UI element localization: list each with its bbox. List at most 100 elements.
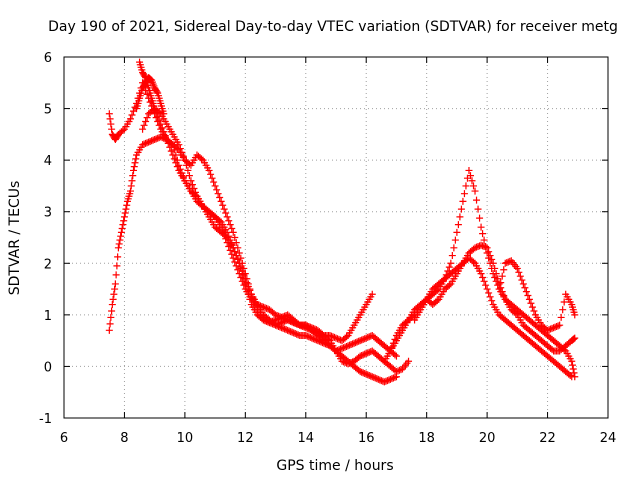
- data-point: [287, 328, 295, 336]
- data-point: [305, 322, 313, 330]
- data-point: [344, 342, 352, 350]
- data-point: [281, 325, 289, 333]
- data-point: [454, 221, 462, 229]
- data-point: [293, 330, 301, 338]
- data-point: [107, 313, 115, 321]
- data-point: [525, 295, 533, 303]
- data-point: [126, 115, 134, 123]
- data-point: [151, 136, 159, 144]
- data-point: [367, 348, 375, 356]
- data-point: [315, 337, 323, 345]
- data-point: [389, 374, 397, 382]
- data-point: [143, 114, 151, 122]
- data-point: [346, 341, 354, 349]
- data-point: [553, 322, 561, 330]
- data-point: [285, 317, 293, 325]
- y-tick-label: 6: [44, 51, 52, 66]
- data-point: [235, 259, 243, 267]
- data-point: [477, 270, 485, 278]
- data-point: [370, 373, 378, 381]
- data-point: [210, 212, 218, 220]
- data-point: [486, 293, 494, 301]
- data-point: [474, 243, 482, 251]
- data-point: [457, 205, 465, 213]
- data-point: [219, 201, 227, 209]
- x-tick-label: 16: [358, 431, 375, 446]
- data-point: [485, 289, 493, 297]
- data-point: [495, 285, 503, 293]
- data-point: [554, 322, 562, 330]
- data-point: [569, 335, 577, 343]
- y-tick-label: 3: [44, 206, 52, 221]
- data-point: [115, 240, 123, 248]
- data-point: [376, 376, 384, 384]
- x-tick-label: 10: [177, 431, 194, 446]
- y-tick-label: -1: [39, 412, 52, 427]
- data-point: [294, 321, 302, 329]
- data-point: [515, 268, 523, 276]
- data-point: [272, 311, 280, 319]
- data-point: [395, 366, 403, 374]
- data-point: [290, 329, 298, 337]
- data-point: [367, 332, 375, 340]
- data-point: [272, 321, 280, 329]
- data-point: [524, 292, 532, 300]
- data-point: [308, 334, 316, 342]
- x-tick-label: 8: [120, 431, 128, 446]
- data-point: [498, 272, 506, 280]
- data-point: [309, 335, 317, 343]
- data-point: [388, 375, 396, 383]
- data-point: [117, 232, 125, 240]
- data-point: [160, 110, 168, 118]
- data-point: [356, 352, 364, 360]
- data-point: [479, 230, 487, 238]
- data-point: [166, 143, 174, 151]
- data-point: [347, 341, 355, 349]
- data-point: [294, 331, 302, 339]
- data-point: [358, 351, 366, 359]
- data-point: [188, 181, 196, 189]
- data-point: [127, 182, 135, 190]
- data-point: [167, 147, 175, 155]
- data-point: [220, 205, 228, 213]
- data-point: [293, 320, 301, 328]
- data-point: [238, 267, 246, 275]
- data-point: [139, 125, 147, 133]
- data-point: [232, 239, 240, 247]
- data-point: [358, 336, 366, 344]
- data-point: [291, 330, 299, 338]
- data-point: [321, 340, 329, 348]
- data-point: [284, 326, 292, 334]
- data-point: [282, 326, 290, 334]
- data-point: [282, 315, 290, 323]
- data-point: [305, 333, 313, 341]
- y-tick-label: 2: [44, 257, 52, 272]
- data-point: [343, 342, 351, 350]
- data-point: [275, 322, 283, 330]
- data-point: [163, 136, 171, 144]
- data-point: [170, 155, 178, 163]
- y-tick-label: 5: [44, 103, 52, 118]
- data-point: [483, 244, 491, 252]
- data-point: [309, 324, 317, 332]
- data-point: [341, 343, 349, 351]
- data-point: [143, 139, 151, 147]
- data-point: [491, 273, 499, 281]
- data-point: [217, 197, 225, 205]
- data-point: [367, 372, 375, 380]
- data-point: [279, 324, 287, 332]
- data-point: [548, 346, 556, 354]
- data-point: [148, 137, 156, 145]
- data-point: [155, 108, 163, 116]
- data-point: [120, 217, 128, 225]
- data-point: [128, 111, 136, 119]
- x-tick-labels: 6 8 10 12 14 16 18 20 22 24: [60, 431, 616, 446]
- data-point: [229, 244, 237, 252]
- data-point: [528, 303, 536, 311]
- data-point: [291, 319, 299, 327]
- data-point: [175, 141, 183, 149]
- data-point: [480, 236, 488, 244]
- data-point: [223, 213, 231, 221]
- data-point: [385, 376, 393, 384]
